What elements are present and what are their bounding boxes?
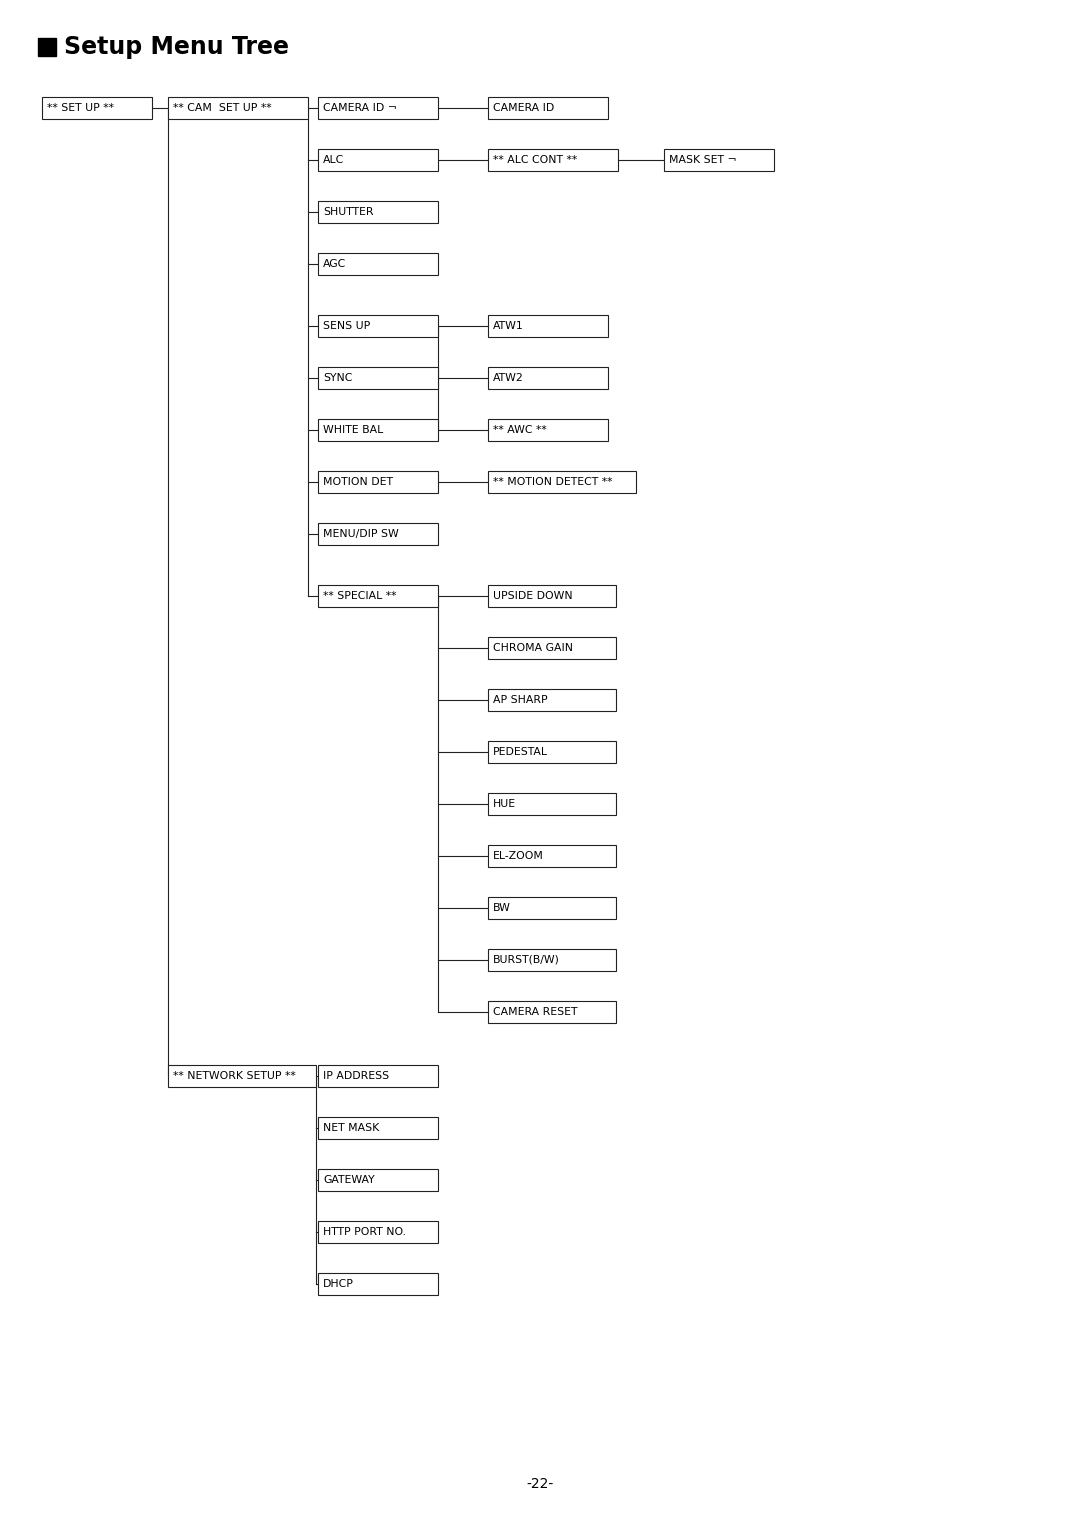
Text: MASK SET ¬: MASK SET ¬ (669, 156, 737, 165)
Text: NET MASK: NET MASK (323, 1123, 379, 1132)
FancyBboxPatch shape (488, 1001, 616, 1022)
Text: ATW2: ATW2 (492, 372, 524, 383)
Text: WHITE BAL: WHITE BAL (323, 426, 383, 435)
FancyBboxPatch shape (318, 1221, 438, 1244)
FancyBboxPatch shape (318, 366, 438, 389)
FancyBboxPatch shape (168, 98, 308, 119)
FancyBboxPatch shape (488, 636, 616, 659)
FancyBboxPatch shape (42, 98, 152, 119)
FancyBboxPatch shape (664, 150, 774, 171)
FancyBboxPatch shape (168, 1065, 316, 1087)
Text: SHUTTER: SHUTTER (323, 208, 374, 217)
Text: CAMERA RESET: CAMERA RESET (492, 1007, 578, 1016)
FancyBboxPatch shape (488, 366, 608, 389)
FancyBboxPatch shape (488, 690, 616, 711)
FancyBboxPatch shape (318, 584, 438, 607)
FancyBboxPatch shape (318, 1169, 438, 1190)
FancyBboxPatch shape (318, 150, 438, 171)
Text: BURST(B/W): BURST(B/W) (492, 955, 559, 964)
Text: HTTP PORT NO.: HTTP PORT NO. (323, 1227, 406, 1238)
FancyBboxPatch shape (488, 742, 616, 763)
Text: MOTION DET: MOTION DET (323, 478, 393, 487)
Text: GATEWAY: GATEWAY (323, 1175, 375, 1186)
FancyBboxPatch shape (318, 1065, 438, 1087)
Text: SYNC: SYNC (323, 372, 352, 383)
FancyBboxPatch shape (488, 584, 616, 607)
FancyBboxPatch shape (318, 1273, 438, 1296)
Text: CAMERA ID ¬: CAMERA ID ¬ (323, 102, 396, 113)
Text: ** NETWORK SETUP **: ** NETWORK SETUP ** (173, 1071, 296, 1080)
Text: AP SHARP: AP SHARP (492, 694, 548, 705)
Text: ** ALC CONT **: ** ALC CONT ** (492, 156, 577, 165)
FancyBboxPatch shape (488, 949, 616, 971)
Text: UPSIDE DOWN: UPSIDE DOWN (492, 591, 572, 601)
FancyBboxPatch shape (488, 314, 608, 337)
FancyBboxPatch shape (488, 794, 616, 815)
FancyBboxPatch shape (318, 201, 438, 223)
Text: ** SET UP **: ** SET UP ** (48, 102, 114, 113)
Text: ** SPECIAL **: ** SPECIAL ** (323, 591, 396, 601)
Text: ALC: ALC (323, 156, 345, 165)
Text: AGC: AGC (323, 259, 347, 269)
FancyBboxPatch shape (488, 472, 636, 493)
Text: Setup Menu Tree: Setup Menu Tree (64, 35, 289, 60)
Text: CHROMA GAIN: CHROMA GAIN (492, 642, 573, 653)
Text: ** CAM  SET UP **: ** CAM SET UP ** (173, 102, 272, 113)
Text: CAMERA ID: CAMERA ID (492, 102, 554, 113)
Text: IP ADDRESS: IP ADDRESS (323, 1071, 389, 1080)
FancyBboxPatch shape (488, 420, 608, 441)
FancyBboxPatch shape (488, 150, 618, 171)
Text: ** MOTION DETECT **: ** MOTION DETECT ** (492, 478, 612, 487)
Text: SENS UP: SENS UP (323, 320, 370, 331)
Text: MENU/DIP SW: MENU/DIP SW (323, 530, 399, 539)
FancyBboxPatch shape (488, 98, 608, 119)
Text: PEDESTAL: PEDESTAL (492, 748, 548, 757)
FancyBboxPatch shape (318, 314, 438, 337)
FancyBboxPatch shape (318, 420, 438, 441)
Text: HUE: HUE (492, 800, 516, 809)
Text: DHCP: DHCP (323, 1279, 354, 1289)
Text: -22-: -22- (526, 1477, 554, 1491)
FancyBboxPatch shape (318, 98, 438, 119)
FancyBboxPatch shape (318, 253, 438, 275)
Text: ** AWC **: ** AWC ** (492, 426, 546, 435)
FancyBboxPatch shape (318, 1117, 438, 1138)
FancyBboxPatch shape (318, 523, 438, 545)
Text: ATW1: ATW1 (492, 320, 524, 331)
Text: EL-ZOOM: EL-ZOOM (492, 852, 544, 861)
Text: BW: BW (492, 903, 511, 913)
FancyBboxPatch shape (488, 845, 616, 867)
FancyBboxPatch shape (318, 472, 438, 493)
Bar (38, 38, 56, 56)
FancyBboxPatch shape (488, 897, 616, 919)
